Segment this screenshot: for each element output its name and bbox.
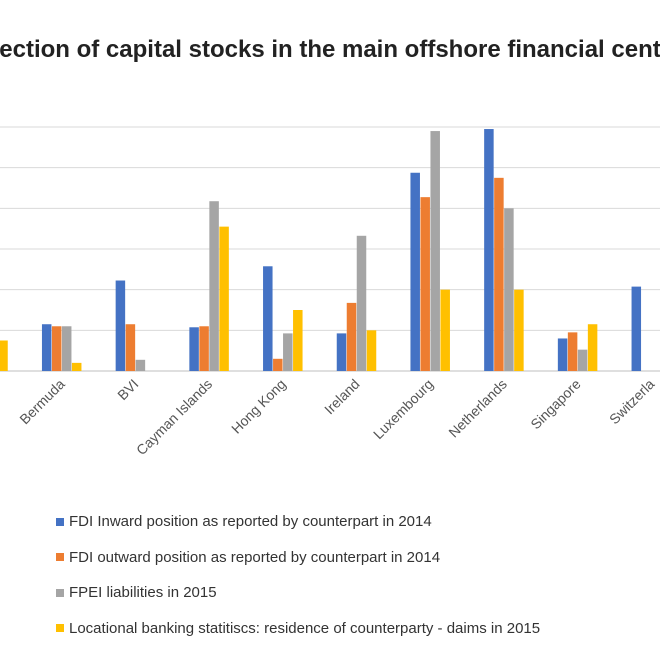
bar-cayman-islands-series-3: [209, 201, 219, 371]
legend-item: FDI Inward position as reported by count…: [56, 504, 656, 540]
x-tick-label: Singapore: [527, 376, 584, 433]
bar-luxembourg-series-3: [430, 131, 440, 371]
x-tick-label: BVI: [114, 376, 141, 403]
x-tick-label: Bermuda: [16, 376, 68, 428]
x-tick-label: Cayman Islands: [133, 376, 215, 458]
bar-hong-kong-series-1: [263, 266, 273, 371]
bar-netherlands-series-1: [484, 129, 494, 371]
legend-label: FDI Inward position as reported by count…: [69, 513, 432, 531]
bar-hong-kong-series-4: [293, 310, 303, 371]
bar-ireland-series-2: [346, 302, 357, 371]
chart-legend: FDI Inward position as reported by count…: [56, 504, 656, 646]
bar-bvi-series-1: [115, 280, 126, 371]
legend-swatch: [56, 553, 64, 562]
legend-item: FDI outward position as reported by coun…: [56, 540, 656, 576]
legend-item: FPEI liabilities in 2015: [56, 575, 656, 611]
bar-cayman-islands-series-1: [189, 327, 199, 371]
x-tick-label: Netherlands: [445, 376, 510, 441]
bar-ireland-series-1: [336, 333, 347, 371]
bar-bvi-series-3: [135, 359, 146, 371]
bar-bermuda-series-1: [41, 324, 52, 371]
bar-ireland-series-3: [356, 235, 367, 371]
x-tick-label: Luxembourg: [370, 376, 436, 442]
bar-bermuda-series-2: [51, 326, 62, 371]
bar-singapore-series-3: [577, 349, 588, 371]
bar-singapore-series-2: [567, 332, 578, 371]
bar-hong-kong-series-3: [283, 333, 293, 371]
bar-bahamas-series-4: [0, 340, 8, 371]
bar-netherlands-series-4: [514, 289, 524, 371]
chart-title: Selection of capital stocks in the main …: [0, 36, 660, 63]
bar-bvi-series-2: [125, 324, 136, 371]
legend-label: FPEI liabilities in 2015: [69, 584, 217, 602]
bar-singapore-series-4: [587, 324, 598, 371]
bar-bermuda-series-4: [71, 362, 82, 371]
bar-bermuda-series-3: [61, 326, 72, 371]
bar-luxembourg-series-1: [410, 172, 420, 371]
legend-item: Locational banking statitiscs: residence…: [56, 611, 656, 647]
legend-label: FDI outward position as reported by coun…: [69, 548, 441, 566]
legend-swatch: [56, 588, 64, 597]
bar-netherlands-series-2: [494, 177, 504, 371]
x-tick-label: Hong Kong: [228, 376, 289, 437]
bar-cayman-islands-series-4: [219, 226, 229, 371]
legend-swatch: [56, 624, 64, 633]
x-tick-label: Switzerla: [606, 376, 658, 428]
bar-luxembourg-series-4: [440, 289, 450, 371]
bar-cayman-islands-series-2: [199, 326, 209, 371]
bar-singapore-series-1: [557, 338, 568, 371]
bar-hong-kong-series-2: [273, 358, 283, 371]
legend-label: Locational banking statitiscs: residence…: [69, 619, 541, 637]
bar-netherlands-series-3: [504, 208, 514, 371]
x-tick-label: Ireland: [321, 376, 363, 418]
bar-luxembourg-series-2: [420, 197, 430, 371]
bar-switzerland-series-1: [631, 286, 642, 371]
legend-swatch: [56, 517, 64, 526]
bar-ireland-series-4: [366, 330, 377, 371]
